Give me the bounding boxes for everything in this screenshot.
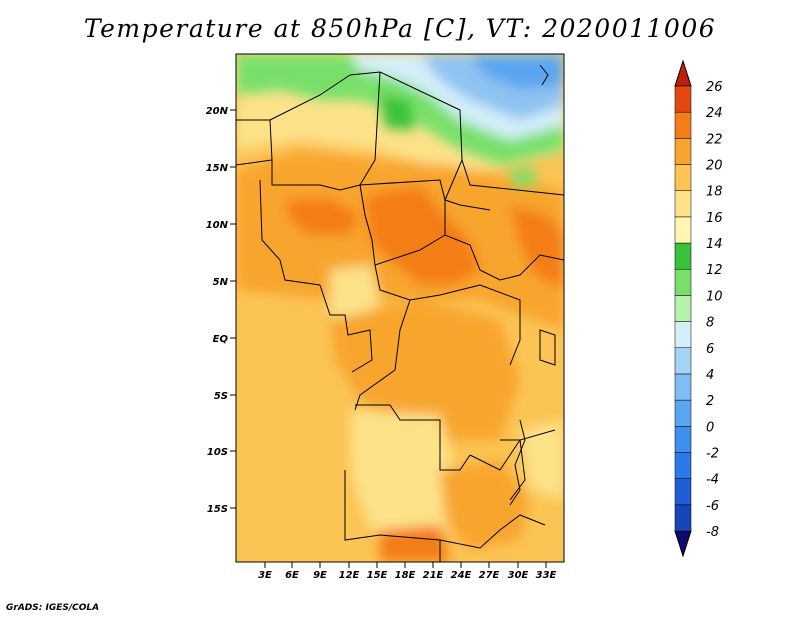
colorbar-band <box>674 504 692 532</box>
y-tick-label-5N: 5N <box>213 277 229 288</box>
colorbar-label: 4 <box>706 368 714 383</box>
colorbar-label: 0 <box>706 420 714 435</box>
colorbar-label: 6 <box>706 342 714 357</box>
colorbar-label: -8 <box>706 525 719 540</box>
colorbar-band <box>674 190 692 218</box>
y-tick-label-15N: 15N <box>206 163 229 174</box>
colorbar-label: 2 <box>706 394 714 409</box>
x-tick-label-12E: 12E <box>339 570 360 581</box>
grads-credit: GrADS: IGES/COLA <box>6 603 100 613</box>
colorbar-band <box>674 452 692 479</box>
region-hot-sudan-chad <box>365 185 480 285</box>
colorbar-band <box>674 242 692 270</box>
colorbar-band <box>674 321 692 349</box>
x-tick-label-30E: 30E <box>508 570 529 581</box>
x-axis: 3E 6E 9E 12E 15E 18E 21E 24E 27E 30E 33E <box>258 562 557 581</box>
x-tick-label-15E: 15E <box>367 570 388 581</box>
colorbar-label: -4 <box>706 473 719 488</box>
colorbar-band <box>674 295 692 322</box>
colorbar-band <box>674 478 692 506</box>
colorbar-band <box>674 216 692 244</box>
colorbar-label: 16 <box>706 211 723 226</box>
colorbar-band <box>674 268 692 296</box>
colorbar-label: -2 <box>706 446 719 461</box>
colorbar-label: 18 <box>706 185 723 200</box>
region-mild-westcoast <box>236 300 330 380</box>
region-mild-angola <box>350 410 455 530</box>
x-tick-label-24E: 24E <box>451 570 472 581</box>
y-axis: 20N 15N 10N 5N EQ 5S 10S 15S <box>206 106 236 515</box>
colorbar-band <box>674 426 692 453</box>
y-tick-label-EQ: EQ <box>213 334 229 345</box>
colorbar-label: 24 <box>706 106 723 121</box>
colorbar-band <box>674 138 692 165</box>
y-tick-label-15S: 15S <box>207 504 228 515</box>
colorbar-band <box>674 85 692 113</box>
colorbar-label: 12 <box>706 263 723 278</box>
colorbar-label: 22 <box>706 132 723 147</box>
region-cold-northeast <box>470 54 564 90</box>
colorbar-band <box>674 164 692 191</box>
colorbar-band <box>674 373 692 401</box>
colorbar-label: 20 <box>706 159 723 174</box>
y-tick-label-10N: 10N <box>206 220 229 231</box>
region-hot-nigeria <box>285 198 360 235</box>
region-green-patch-east <box>510 168 535 185</box>
colorbar-label: 14 <box>706 237 723 252</box>
colorbar-band <box>674 111 692 139</box>
y-tick-label-10S: 10S <box>207 447 228 458</box>
country-borders <box>236 64 564 562</box>
colorbar-label: 8 <box>706 316 714 331</box>
chart-title: Temperature at 850hPa [C], VT: 202001100… <box>83 14 717 43</box>
colorbar-min-triangle <box>674 530 692 558</box>
region-hot-southwest <box>380 525 450 562</box>
colorbar-label: 10 <box>706 289 723 304</box>
region-mild-east <box>520 420 564 500</box>
x-tick-label-18E: 18E <box>395 570 416 581</box>
colorbar-label: -6 <box>706 499 719 514</box>
y-tick-label-5S: 5S <box>214 391 228 402</box>
region-hot-ethiopia <box>510 205 564 290</box>
x-tick-label-27E: 27E <box>479 570 500 581</box>
region-mild-central <box>330 265 380 320</box>
colorbar-label: 26 <box>706 80 723 95</box>
region-hot-south <box>440 460 530 550</box>
plot-frame <box>235 53 565 563</box>
x-tick-label-6E: 6E <box>285 570 299 581</box>
x-tick-label-3E: 3E <box>258 570 272 581</box>
colorbar-max-triangle <box>674 59 692 87</box>
region-green-patch-nigeria <box>380 95 415 130</box>
plot-area <box>236 54 564 562</box>
colorbar-band <box>674 399 692 427</box>
x-tick-label-21E: 21E <box>423 570 444 581</box>
y-tick-label-20N: 20N <box>206 106 229 117</box>
colorbar-band <box>674 347 692 375</box>
x-tick-label-33E: 33E <box>536 570 557 581</box>
x-tick-label-9E: 9E <box>313 570 327 581</box>
